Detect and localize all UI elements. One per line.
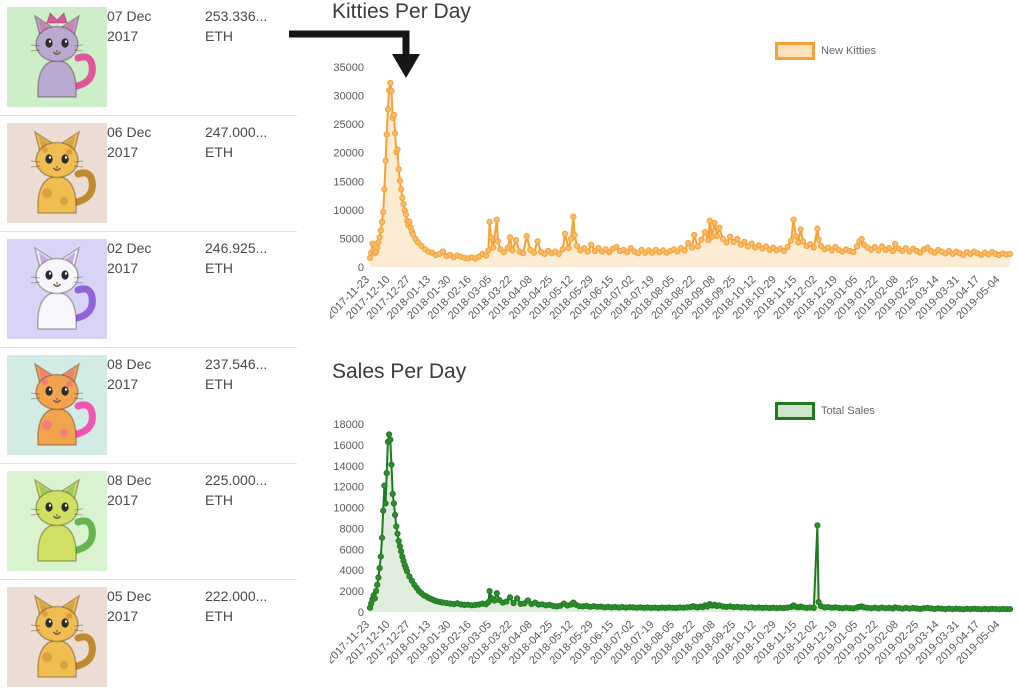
- kitty-sales-list: 07 Dec 2017 253.336... ETH 06 Dec 2017 247.…: [0, 0, 297, 694]
- svg-text:10000: 10000: [333, 503, 364, 515]
- svg-text:15000: 15000: [333, 176, 364, 188]
- kitties-per-day-line-plot: 050001000015000200002500030000350002017-…: [330, 62, 1014, 322]
- svg-text:8000: 8000: [340, 523, 364, 535]
- svg-text:30000: 30000: [333, 91, 364, 103]
- svg-text:2000: 2000: [340, 586, 364, 598]
- kitty-list-item[interactable]: 05 Dec 2017 222.000... ETH: [0, 580, 297, 694]
- svg-text:25000: 25000: [333, 119, 364, 131]
- sales-per-day-line-plot: 0 2000 4000 6000 8000 10000 12000 14000 16000 180…: [330, 419, 1014, 667]
- svg-text:18000: 18000: [333, 419, 364, 431]
- sale-date: 02 Dec 2017: [107, 240, 152, 276]
- legend: Total Sales: [775, 402, 875, 420]
- sale-price: 253.336... ETH: [205, 8, 268, 44]
- svg-text:12000: 12000: [333, 482, 364, 494]
- annotation-arrow: [289, 30, 420, 78]
- sale-price: 225.000... ETH: [205, 472, 268, 508]
- sale-currency: ETH: [205, 376, 233, 392]
- kitty-list-item[interactable]: 08 Dec 2017 225.000... ETH: [0, 464, 297, 580]
- kitty-image[interactable]: [7, 587, 107, 687]
- legend: New Kitties: [775, 42, 876, 60]
- sale-date: 08 Dec 2017: [107, 472, 152, 508]
- sale-currency: ETH: [205, 144, 233, 160]
- chart-title: Sales Per Day: [332, 360, 467, 383]
- svg-text:14000: 14000: [333, 461, 364, 473]
- sale-date: 05 Dec 2017: [107, 588, 152, 624]
- sale-price: 246.925... ETH: [205, 240, 268, 276]
- kitty-list-item[interactable]: 07 Dec 2017 253.336... ETH: [0, 0, 297, 116]
- legend-swatch: [775, 402, 815, 420]
- sale-price: 247.000... ETH: [205, 124, 268, 160]
- svg-text:35000: 35000: [333, 62, 364, 74]
- svg-text:4000: 4000: [340, 565, 364, 577]
- legend-label: Total Sales: [821, 405, 875, 417]
- svg-text:0: 0: [358, 607, 364, 619]
- kitty-list-item[interactable]: 06 Dec 2017 247.000... ETH: [0, 116, 297, 232]
- sale-date: 08 Dec 2017: [107, 356, 152, 392]
- kitty-image[interactable]: [7, 123, 107, 223]
- kitty-image[interactable]: [7, 7, 107, 107]
- kitty-list-item[interactable]: 02 Dec 2017 246.925... ETH: [0, 232, 297, 348]
- svg-text:20000: 20000: [333, 148, 364, 160]
- sale-currency: ETH: [205, 608, 233, 624]
- chart-title: Kitties Per Day: [332, 0, 471, 23]
- svg-text:0: 0: [358, 262, 364, 274]
- kitty-image[interactable]: [7, 355, 107, 455]
- kitty-image[interactable]: [7, 239, 107, 339]
- sale-currency: ETH: [205, 28, 233, 44]
- svg-text:6000: 6000: [340, 544, 364, 556]
- kitty-list-item[interactable]: 08 Dec 2017 237.546... ETH: [0, 348, 297, 464]
- sale-date: 07 Dec 2017: [107, 8, 152, 44]
- svg-text:16000: 16000: [333, 440, 364, 452]
- sale-currency: ETH: [205, 492, 233, 508]
- svg-text:10000: 10000: [333, 205, 364, 217]
- sales-per-day-chart: Sales Per Day Total Sales 0 2000 4000 6000 8…: [330, 352, 1018, 694]
- kitties-per-day-chart: Kitties Per Day New Kitties 0 5000 10000 15…: [330, 0, 1018, 348]
- kitty-image[interactable]: [7, 471, 107, 571]
- sale-date: 06 Dec 2017: [107, 124, 152, 160]
- sale-price: 237.546... ETH: [205, 356, 268, 392]
- legend-label: New Kitties: [821, 45, 877, 57]
- legend-swatch: [775, 42, 815, 60]
- sale-currency: ETH: [205, 260, 233, 276]
- svg-text:5000: 5000: [340, 233, 364, 245]
- sale-price: 222.000... ETH: [205, 588, 268, 624]
